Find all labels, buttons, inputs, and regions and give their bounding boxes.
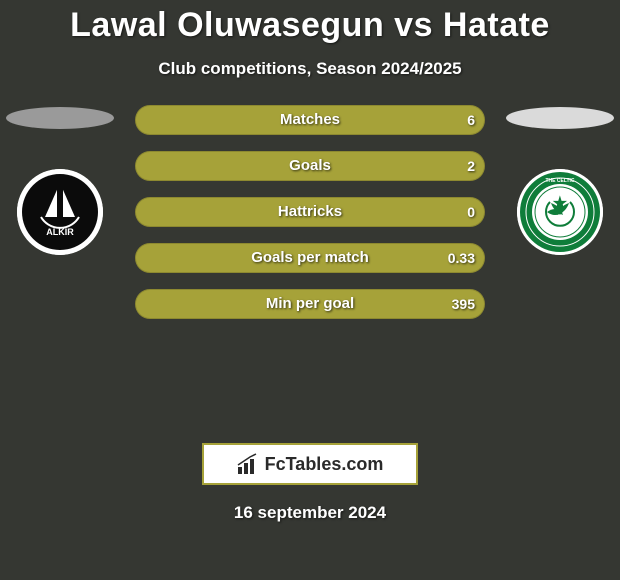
bar-value-right: 0 xyxy=(467,197,475,227)
stat-bar-row: Goals per match0.33 xyxy=(135,243,485,273)
stat-bar-row: Hattricks0 xyxy=(135,197,485,227)
bar-value-right: 395 xyxy=(452,289,475,319)
falkirk-badge-icon: ALKIR xyxy=(17,169,103,255)
logo-text: FcTables.com xyxy=(265,454,384,475)
stat-bars: Matches6Goals2Hattricks0Goals per match0… xyxy=(135,105,485,335)
stat-bar-row: Goals2 xyxy=(135,151,485,181)
left-player-column: ALKIR xyxy=(0,97,120,255)
bar-value-right: 0.33 xyxy=(448,243,475,273)
bar-value-right: 6 xyxy=(467,105,475,135)
fctables-logo: FcTables.com xyxy=(202,443,418,485)
celtic-badge-icon: THE CELTIC xyxy=(517,169,603,255)
right-club-badge: THE CELTIC xyxy=(517,169,603,255)
bar-label: Min per goal xyxy=(135,289,485,319)
right-player-oval xyxy=(506,107,614,129)
stat-bar-row: Matches6 xyxy=(135,105,485,135)
svg-text:THE CELTIC: THE CELTIC xyxy=(545,178,574,184)
left-player-oval xyxy=(6,107,114,129)
bar-label: Goals per match xyxy=(135,243,485,273)
bar-chart-icon xyxy=(237,453,259,475)
right-player-column: THE CELTIC xyxy=(500,97,620,255)
page-title: Lawal Oluwasegun vs Hatate xyxy=(0,0,620,45)
svg-text:ALKIR: ALKIR xyxy=(46,227,74,237)
bar-label: Matches xyxy=(135,105,485,135)
left-club-badge: ALKIR xyxy=(17,169,103,255)
stat-bar-row: Min per goal395 xyxy=(135,289,485,319)
subtitle: Club competitions, Season 2024/2025 xyxy=(0,59,620,79)
bar-label: Goals xyxy=(135,151,485,181)
bar-value-right: 2 xyxy=(467,151,475,181)
comparison-content: ALKIR THE CELTIC xyxy=(0,97,620,437)
date-text: 16 september 2024 xyxy=(0,503,620,523)
bar-label: Hattricks xyxy=(135,197,485,227)
